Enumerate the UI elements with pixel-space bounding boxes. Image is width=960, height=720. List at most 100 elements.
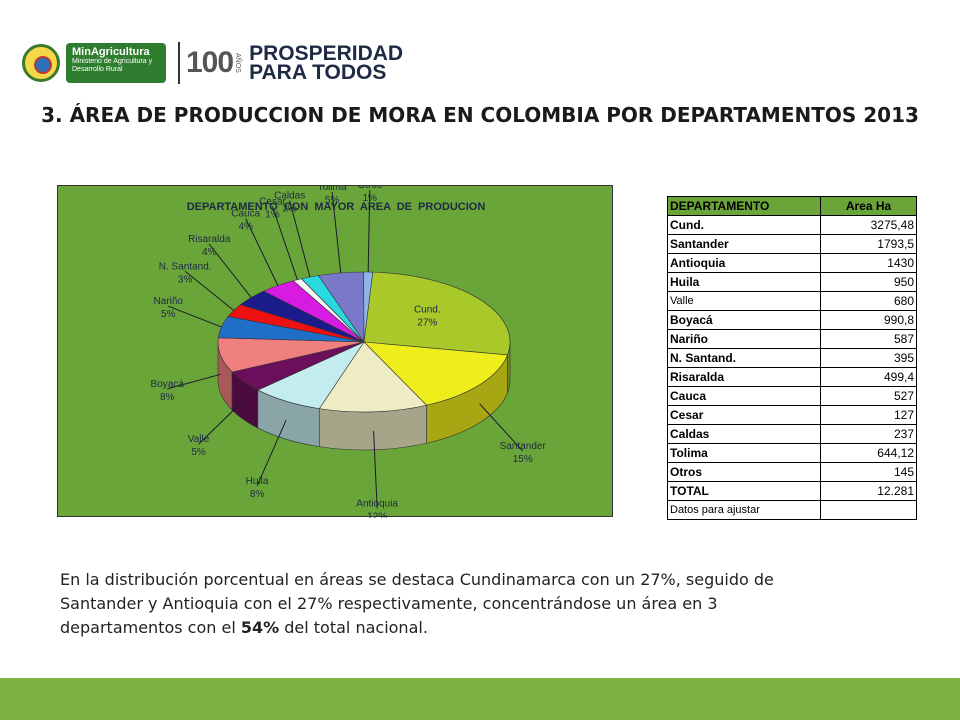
table-row: Boyacá 990,8 — [667, 310, 917, 330]
slice-label: Tolima 5% — [318, 186, 347, 206]
leader-line — [272, 206, 298, 280]
slice-label-pct: 4% — [239, 222, 254, 233]
slice-label-pct: 3% — [178, 274, 193, 285]
slice-label-name: Cauca — [231, 209, 260, 220]
table-row: Caldas 237 — [667, 424, 917, 444]
header-logos: MinAgricultura Ministerio de Agricultura… — [22, 40, 403, 86]
cell-area: 990,8 — [820, 310, 917, 330]
cell-department: Antioquia — [667, 253, 821, 273]
cell-department: Santander — [667, 234, 821, 254]
cell-area: 1793,5 — [820, 234, 917, 254]
cell-area: 950 — [820, 272, 917, 292]
slice-label: Cesar 1% — [259, 196, 286, 220]
slice-label-pct: 2% — [282, 204, 297, 215]
slice-label: Huila 8% — [246, 476, 269, 500]
pie-slice — [363, 341, 508, 406]
slice-label-name: N. Santand. — [159, 261, 212, 272]
slice-label-pct: 8% — [250, 489, 265, 500]
ministry-logo: MinAgricultura Ministerio de Agricultura… — [66, 43, 166, 83]
cell-department: Caldas — [667, 424, 821, 444]
pie-slice — [363, 271, 374, 343]
summary-highlight: 54% — [240, 618, 280, 637]
slice-label: N. Santand. 3% — [159, 261, 212, 285]
chart-title: DEPARTAMENTO CON MAYOR AREA DE PRODUCION — [187, 201, 486, 213]
slice-label-pct: 5% — [325, 195, 340, 206]
table-row: Tolima 644,12 — [667, 443, 917, 463]
slice-label-pct: 4% — [202, 247, 217, 258]
cell-area: 644,12 — [820, 443, 917, 463]
cell-area: 1430 — [820, 253, 917, 273]
slice-label-name: Tolima — [318, 186, 347, 193]
cell-department: Cauca — [667, 386, 821, 406]
table-total-row: TOTAL 12.281 — [667, 481, 917, 501]
slice-label-pct: 12% — [367, 511, 387, 518]
slice-label: Nariño 5% — [154, 296, 184, 320]
cell-area: 395 — [820, 348, 917, 368]
logo-divider — [178, 42, 180, 84]
header-department: DEPARTAMENTO — [667, 196, 821, 216]
table-row: Cesar 127 — [667, 405, 917, 425]
cell-department: Otros — [667, 462, 821, 482]
cell-area: 127 — [820, 405, 917, 425]
table-row: Otros 145 — [667, 462, 917, 482]
cell-area: 145 — [820, 462, 917, 482]
slice-label-pct: 1% — [363, 193, 378, 204]
cell-department: Tolima — [667, 443, 821, 463]
table-row: Cauca 527 — [667, 386, 917, 406]
header-area: Area Ha — [820, 196, 917, 216]
slice-label-name: Valle — [188, 434, 210, 445]
table-row: Nariño 587 — [667, 329, 917, 349]
cell-area: 237 — [820, 424, 917, 444]
table-row: Huila 950 — [667, 272, 917, 292]
leader-line — [167, 373, 221, 390]
leader-line — [198, 400, 244, 445]
slice-label-pct: 5% — [161, 309, 176, 320]
slice-label: Risaralda 4% — [188, 234, 231, 258]
table-row: Antioquia 1430 — [667, 253, 917, 273]
department-table: DEPARTAMENTO Area Ha Cund. 3275,48 Santander… — [667, 196, 917, 520]
leader-line — [184, 270, 235, 311]
slice-label-name: Cesar — [259, 196, 286, 207]
slice-label-name: Antioquia — [356, 498, 398, 509]
leader-line — [289, 200, 311, 278]
cell-department: Cund. — [667, 215, 821, 235]
slice-label: Otros 1% — [358, 186, 382, 204]
footer-bar — [0, 678, 960, 720]
colombia-seal-icon — [22, 44, 60, 82]
page-title: 3. ÁREA DE PRODUCCION DE MORA EN COLOMBI… — [41, 103, 919, 127]
anniversary-number: 100 — [186, 46, 234, 79]
slice-label-name: Boyacá — [151, 379, 185, 390]
summary-text-end: del total nacional. — [279, 618, 428, 637]
cell-department: Huila — [667, 272, 821, 292]
ministry-subtitle: Ministerio de Agricultura y Desarrollo R… — [72, 58, 153, 73]
cell-area: 499,4 — [820, 367, 917, 387]
cell-area: 680 — [820, 291, 917, 311]
table-row: Valle 680 — [667, 291, 917, 311]
total-value: 12.281 — [820, 481, 917, 501]
slice-label-pct: 15% — [513, 454, 533, 465]
leader-line — [256, 420, 287, 487]
slice-label-name: Nariño — [154, 296, 184, 307]
summary-text-start: En la distribución porcentual en áreas s… — [60, 570, 774, 637]
slogan-logo: PROSPERIDAD PARA TODOS — [249, 42, 404, 84]
table-row: Risaralda 499,4 — [667, 367, 917, 387]
leader-line — [245, 218, 279, 286]
pie-chart: DEPARTAMENTO CON MAYOR AREA DE PRODUCION… — [151, 186, 547, 518]
slice-label-pct: 27% — [417, 317, 437, 328]
table-header-row: DEPARTAMENTO Area Ha — [667, 196, 917, 216]
cell-area: 527 — [820, 386, 917, 406]
slice-label-name: Caldas — [274, 191, 305, 202]
anniversary-label: AÑOS — [234, 53, 242, 73]
ministry-name: MinAgricultura — [72, 46, 150, 58]
leader-line — [367, 190, 371, 273]
pie-chart-panel: DEPARTAMENTO CON MAYOR AREA DE PRODUCION… — [57, 185, 613, 518]
cell-department: N. Santand. — [667, 348, 821, 368]
cell-area: 3275,48 — [820, 215, 917, 235]
slice-label-pct: 5% — [191, 447, 206, 458]
leader-line — [168, 305, 222, 328]
slogan-line-2: PARA TODOS — [249, 61, 387, 84]
slogan-line-1: PROSPERIDAD — [249, 42, 404, 65]
slice-label: Boyacá 8% — [151, 379, 185, 403]
slice-label-name: Otros — [358, 186, 382, 191]
leader-line — [331, 191, 342, 273]
